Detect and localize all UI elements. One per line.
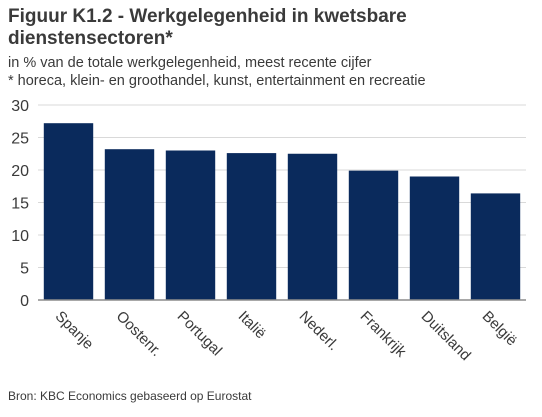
x-tick-label: België [479, 308, 521, 350]
x-tick-label: Portugal [174, 308, 226, 360]
y-tick-label: 25 [11, 131, 29, 148]
x-tick-label: Duitsland [418, 308, 474, 364]
bar-0 [43, 123, 94, 300]
x-tick-label: Oostenr. [113, 308, 165, 360]
bars [43, 123, 521, 300]
y-tick-label: 15 [11, 196, 29, 213]
chart-subtitle: in % van de totale werkgelegenheid, mees… [8, 55, 372, 71]
y-tick-label: 5 [20, 261, 29, 278]
y-tick-label: 0 [20, 293, 29, 310]
chart-title: Figuur K1.2 - Werkgelegenheid in kwetsba… [8, 6, 407, 49]
x-tick-label: Spanje [52, 308, 97, 353]
source-note: Bron: KBC Economics gebaseerd op Eurosta… [8, 389, 252, 403]
bar-2 [165, 150, 216, 300]
bar-3 [226, 153, 277, 300]
y-tick-label: 30 [11, 98, 29, 115]
bar-6 [409, 176, 460, 300]
y-axis-ticks: 0 5 10 15 20 25 30 [11, 98, 29, 310]
x-axis-ticks: Spanje Oostenr. Portugal Italië Nederl. Frank… [52, 308, 521, 364]
bar-7 [470, 193, 521, 300]
x-tick-label: Italië [235, 308, 269, 342]
bar-1 [104, 149, 155, 300]
chart-footnote: * horeca, klein- en groothandel, kunst, … [8, 73, 426, 89]
bar-5 [348, 170, 399, 300]
x-tick-label: Nederl. [296, 308, 342, 354]
x-tick-label: Frankrijk [357, 308, 410, 361]
y-tick-label: 20 [11, 163, 29, 180]
y-tick-label: 10 [11, 228, 29, 245]
bar-4 [287, 153, 338, 300]
